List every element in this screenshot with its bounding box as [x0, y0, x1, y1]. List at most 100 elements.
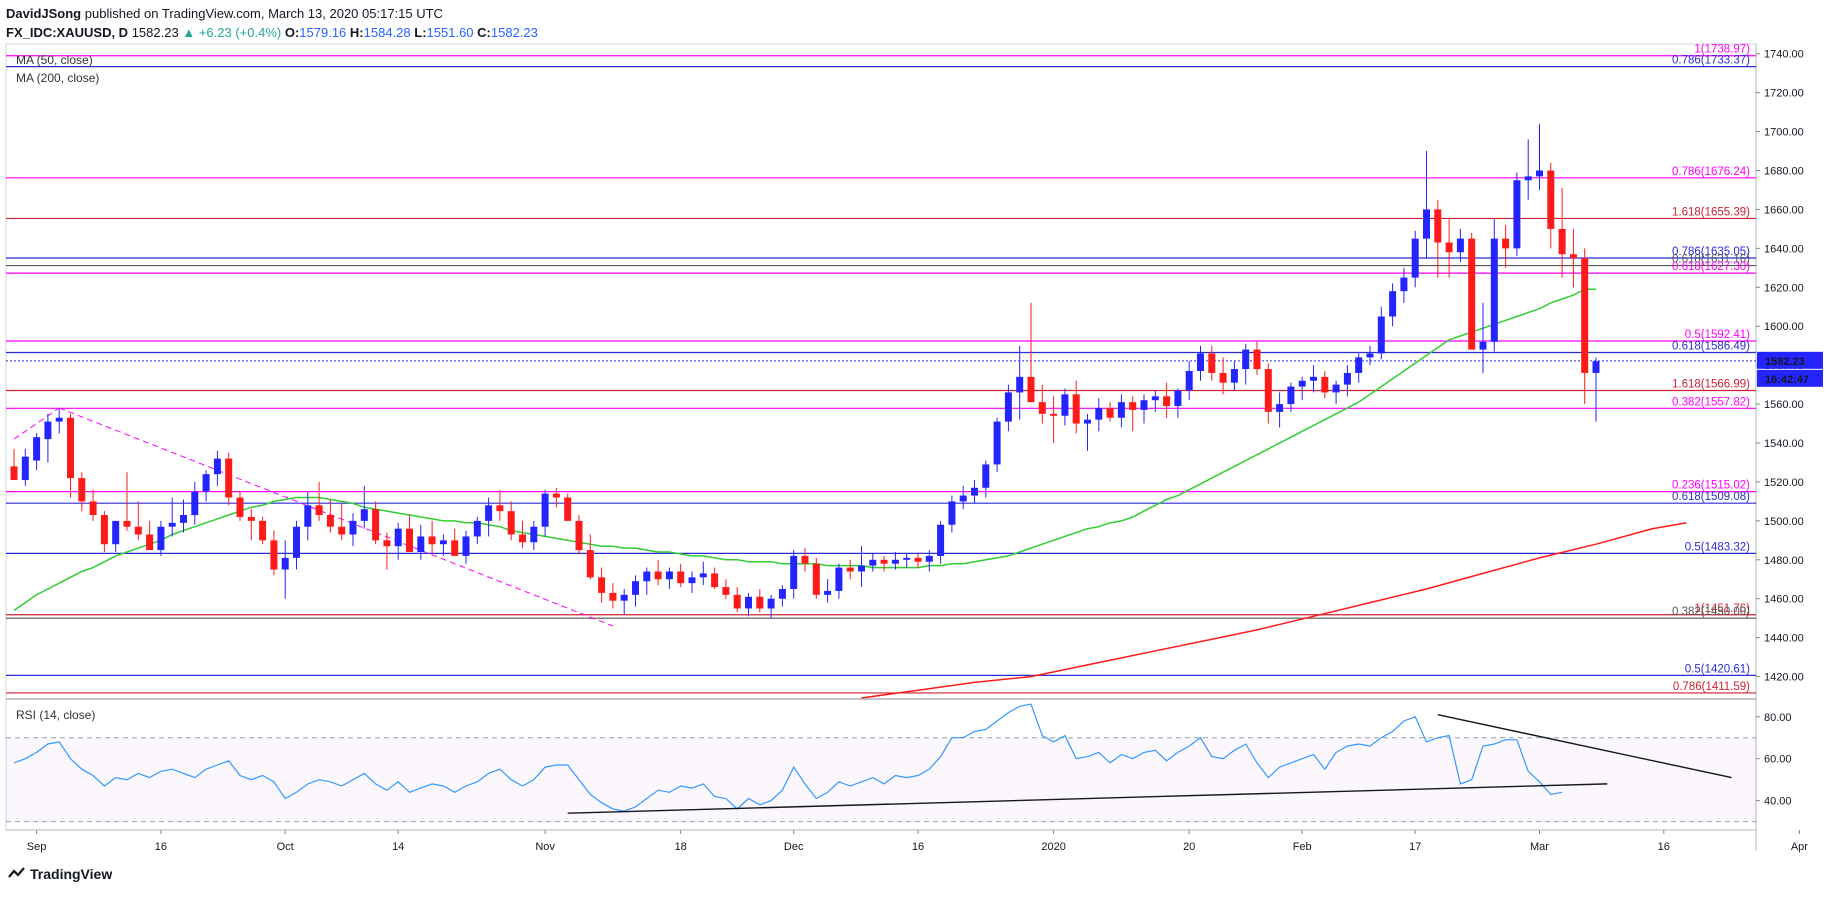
candle-body — [372, 509, 380, 541]
candle — [1468, 232, 1476, 350]
candle — [78, 472, 86, 512]
candle-body — [315, 505, 323, 516]
candle — [1502, 225, 1510, 268]
candle-body — [496, 505, 504, 512]
candle — [1366, 345, 1374, 366]
price-trendline — [13, 407, 60, 440]
candle-body — [914, 557, 922, 562]
candle-body — [462, 536, 470, 556]
candle-body — [202, 474, 210, 492]
candle — [711, 567, 719, 589]
candle-body — [982, 464, 990, 488]
candle — [677, 563, 685, 588]
fib-level-label: 0.786(1733.37) — [1672, 55, 1750, 67]
candle-body — [1536, 170, 1543, 177]
candle — [326, 499, 334, 533]
candle — [428, 520, 436, 554]
candle-body — [643, 571, 651, 582]
candle — [1445, 219, 1453, 278]
candle-body — [552, 493, 560, 498]
candles[interactable] — [10, 123, 1600, 619]
fib-level-label: 0.786(1635.05) — [1672, 246, 1750, 258]
candle-body — [1038, 402, 1046, 414]
candle-body — [1434, 209, 1442, 243]
candle — [1140, 394, 1148, 424]
symbol-label[interactable]: FX_IDC:XAUUSD, D — [6, 25, 129, 40]
candle-body — [44, 421, 52, 440]
candle — [1072, 380, 1080, 434]
candle-body — [1569, 254, 1577, 259]
rsi-legend[interactable]: RSI (14, close) — [16, 708, 95, 722]
candle-body — [767, 598, 775, 609]
candle-body — [609, 592, 617, 601]
candle-body — [1310, 376, 1317, 381]
candle — [1129, 396, 1137, 432]
price-badge — [1757, 351, 1823, 369]
candle-body — [575, 520, 583, 551]
candle — [745, 592, 752, 617]
candle-body — [21, 456, 29, 480]
change-value: +6.23 (+0.4%) — [198, 25, 282, 40]
author-name[interactable]: DavidJSong — [6, 6, 82, 21]
candle — [10, 448, 18, 480]
candle-body — [100, 515, 108, 545]
candle-body — [439, 540, 447, 545]
candle — [1208, 345, 1216, 381]
high-value: 1584.28 — [363, 25, 411, 40]
candle-body — [1298, 380, 1306, 387]
candle — [971, 480, 978, 504]
time-tick-label: 16 — [155, 841, 167, 853]
candle — [225, 452, 233, 506]
candle-body — [632, 581, 639, 595]
candle — [1117, 394, 1125, 428]
time-tick-label: 18 — [675, 841, 687, 853]
fib-level-label: 0.618(1509.08) — [1672, 491, 1750, 503]
candle-body — [937, 524, 945, 556]
rsi-band-fill — [6, 737, 1756, 822]
footer-brand[interactable]: TradingView — [8, 866, 112, 882]
candle-body — [541, 493, 549, 527]
candle — [1084, 413, 1091, 451]
candle-body — [790, 555, 798, 589]
fib-level-label: 0.382(1557.82) — [1672, 396, 1750, 408]
candle — [643, 567, 651, 595]
candle — [1095, 398, 1103, 432]
candle — [846, 559, 854, 580]
candle-body — [213, 458, 221, 475]
candle-body — [281, 557, 289, 570]
candle — [304, 491, 312, 541]
candle-body — [428, 536, 436, 545]
candle — [168, 497, 176, 537]
candle-body — [10, 466, 18, 480]
candle — [1558, 188, 1566, 278]
price-tick-label: 1560.00 — [1764, 399, 1804, 411]
candle-body — [1219, 372, 1227, 383]
price-tick-label: 1520.00 — [1764, 477, 1804, 489]
close-label: C: — [477, 25, 491, 40]
fib-level-label: 1(1451.76) — [1694, 603, 1750, 615]
ma50-legend[interactable]: MA (50, close) — [16, 53, 93, 67]
price-trendline — [59, 407, 614, 627]
candle-body — [925, 555, 933, 562]
candle — [1287, 382, 1295, 412]
fib-level-label: 1.618(1566.99) — [1672, 378, 1750, 390]
candle — [620, 589, 628, 615]
candle-body — [1276, 404, 1284, 412]
candle — [586, 534, 594, 580]
candle-body — [1400, 277, 1408, 292]
candle-body — [812, 563, 820, 595]
ma200-legend[interactable]: MA (200, close) — [16, 71, 99, 85]
candle-body — [1004, 392, 1012, 422]
fib-level-label: 0.236(1515.02) — [1672, 480, 1750, 492]
fib-level-label: 0.382(1450.00) — [1672, 606, 1750, 618]
candle — [756, 589, 764, 613]
candle — [1106, 402, 1114, 422]
price-tick-label: 1420.00 — [1764, 672, 1804, 684]
candle — [891, 552, 899, 570]
candle — [598, 567, 606, 603]
candle-body — [756, 596, 764, 609]
candle-body — [1445, 242, 1453, 253]
candle-body — [394, 528, 402, 547]
candle-body — [1423, 209, 1430, 239]
